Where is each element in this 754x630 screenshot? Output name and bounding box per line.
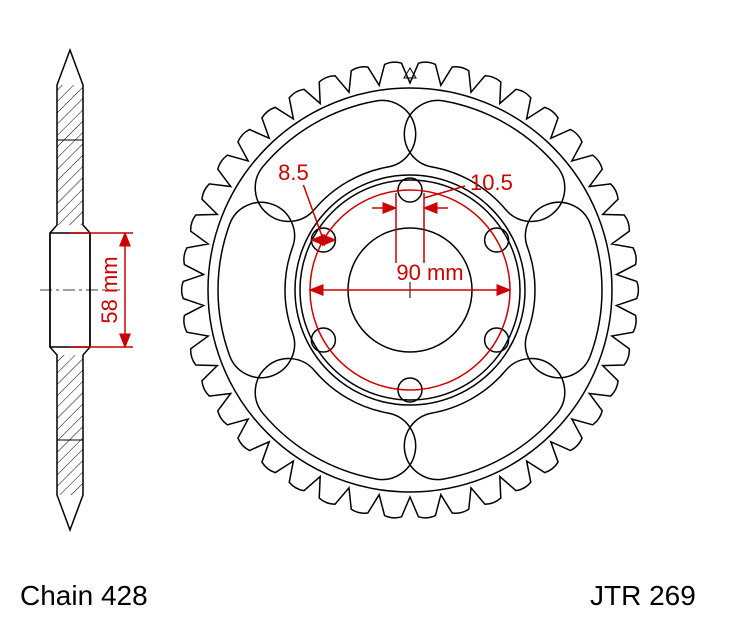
- slot-width-dim: 10.5: [470, 170, 513, 195]
- part-number-label: JTR 269: [590, 580, 696, 611]
- hub-diameter-dim: 58 mm: [97, 256, 122, 323]
- bolt-hole-dim: 8.5: [278, 160, 309, 185]
- chain-spec-label: Chain 428: [20, 580, 148, 611]
- technical-drawing: 58 mm 90 mm 8.5 10.5 Chain 428 JTR 269: [0, 0, 754, 630]
- diagram-container: 58 mm 90 mm 8.5 10.5 Chain 428 JTR 269: [0, 0, 754, 630]
- bolt-circle-dim: 90 mm: [396, 260, 463, 285]
- dimensions: 58 mm 90 mm 8.5 10.5: [70, 160, 513, 390]
